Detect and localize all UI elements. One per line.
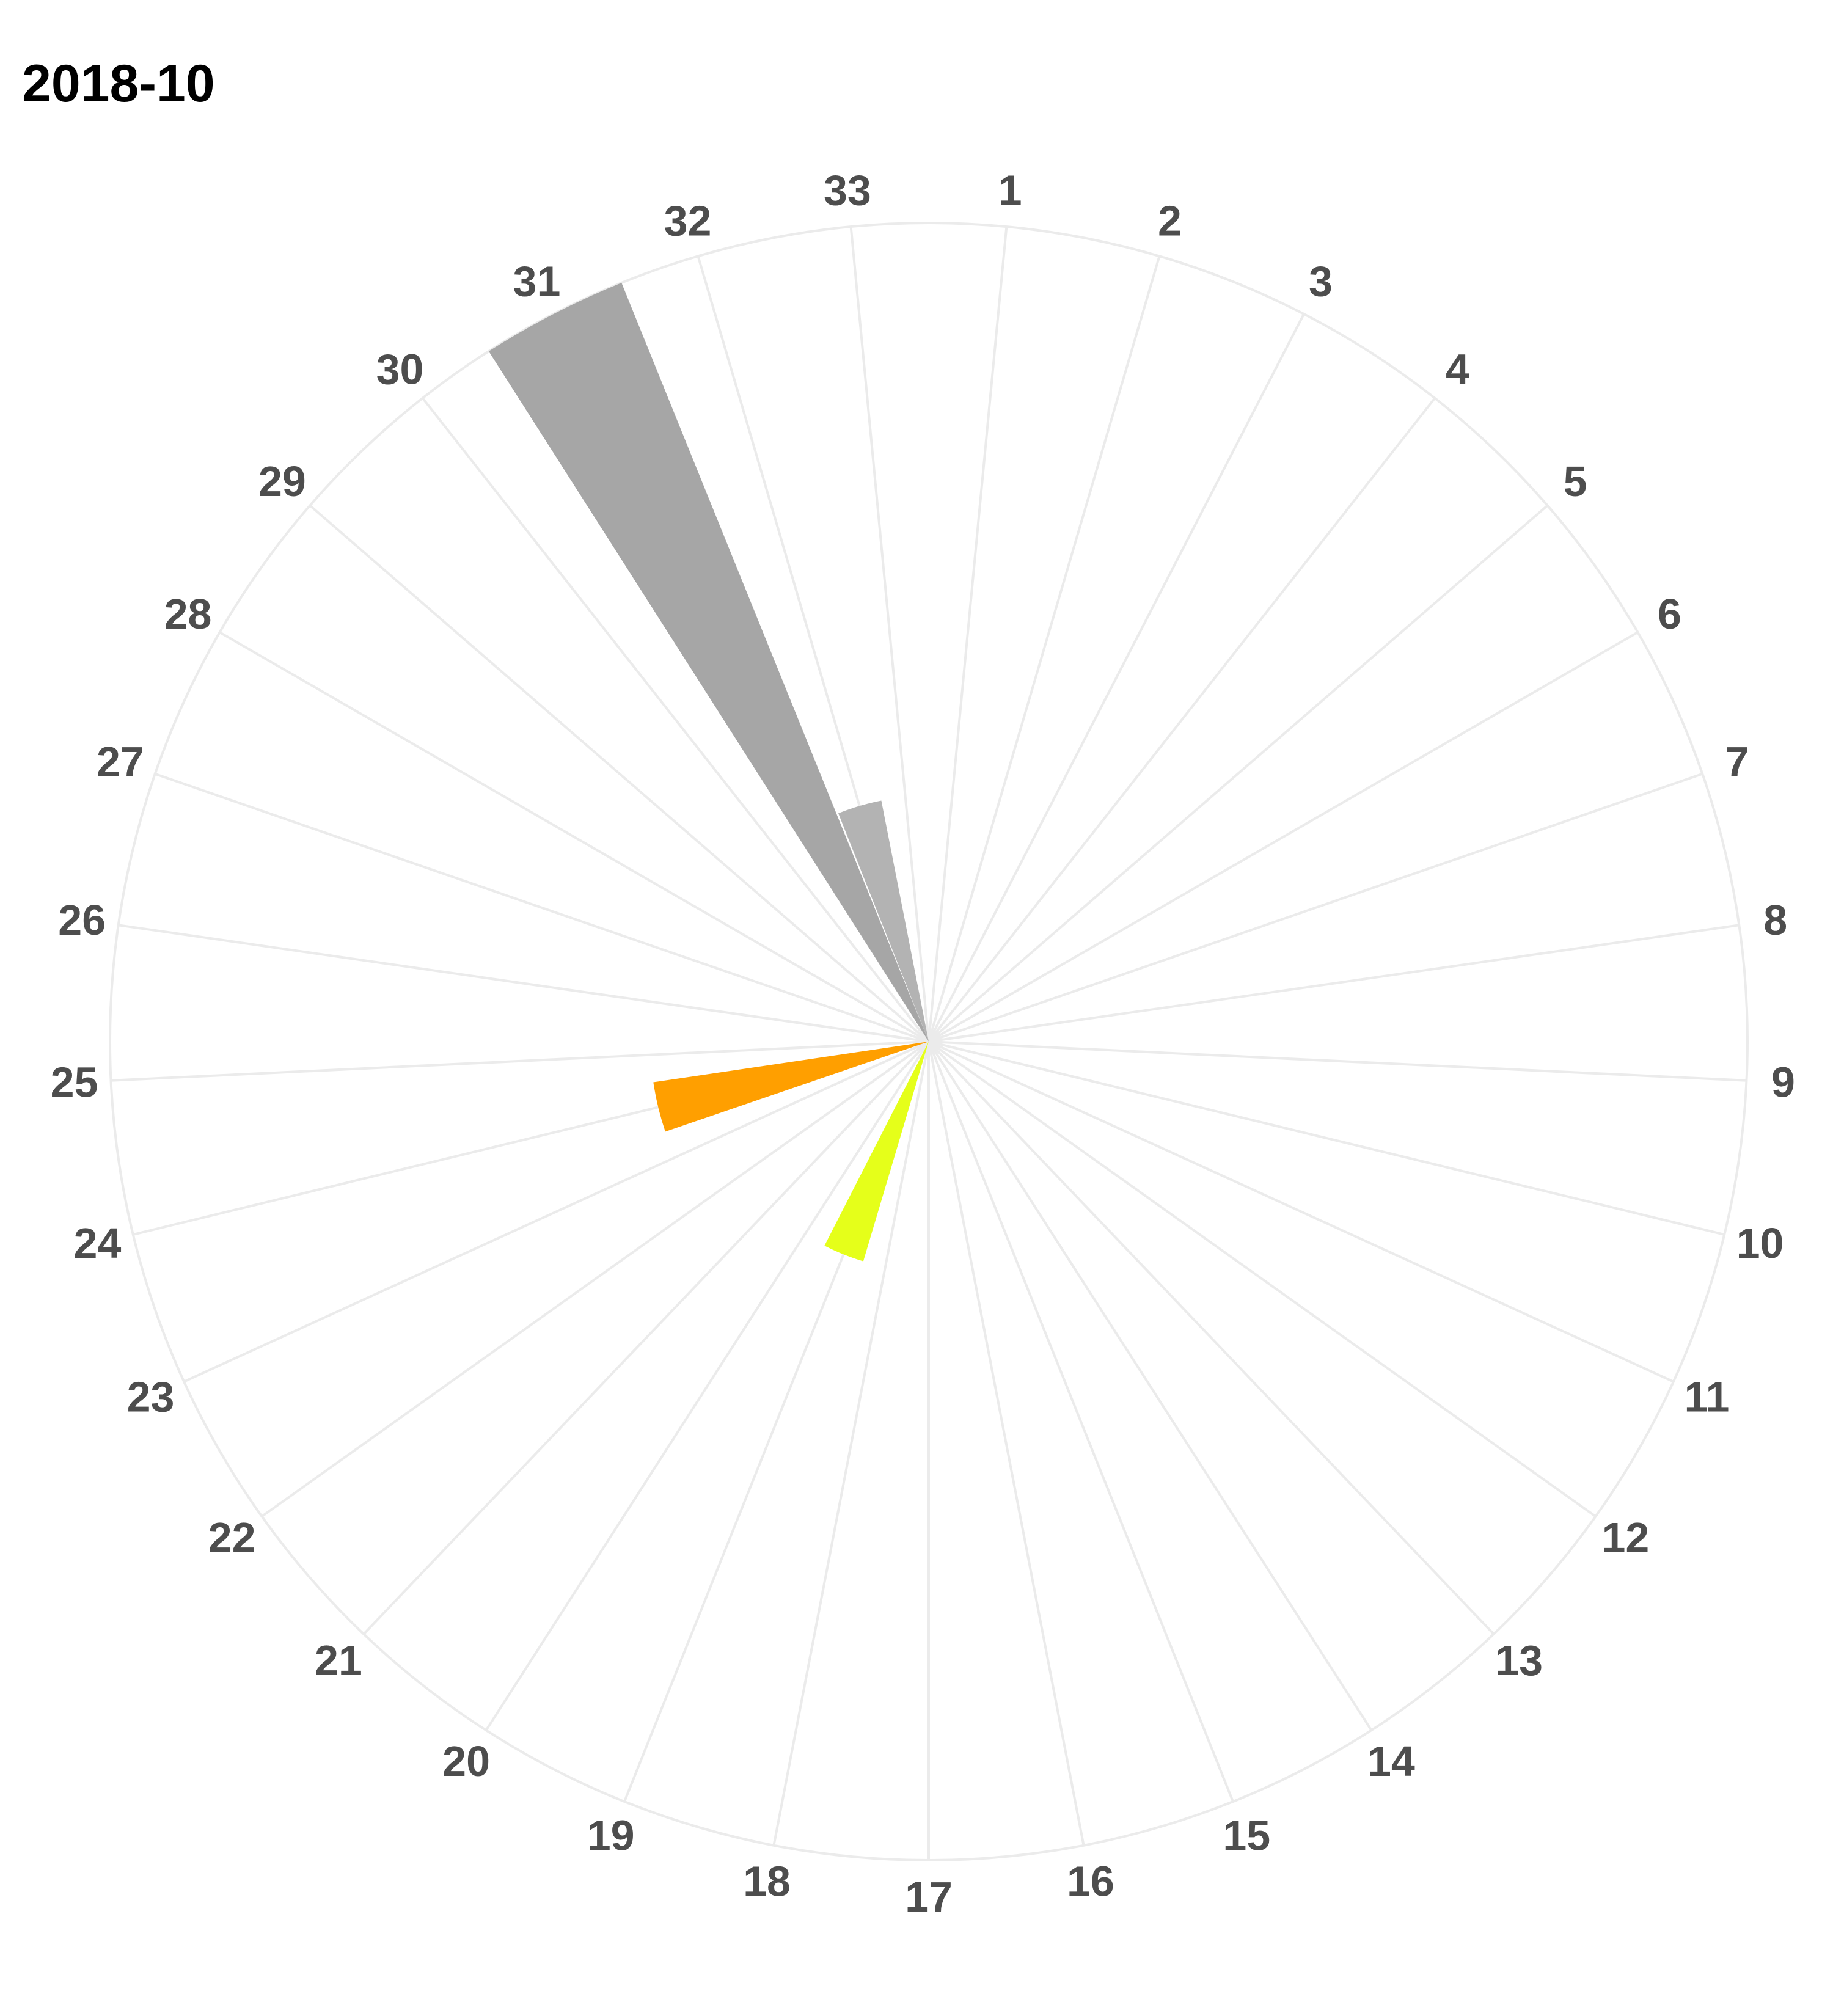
tick-label-15: 15 [1223,1812,1270,1860]
tick-label-11: 11 [1684,1373,1729,1421]
grid-spoke-14 [927,1040,1373,1731]
tick-label-25: 25 [51,1059,98,1106]
tick-label-21: 21 [315,1637,362,1684]
grid-spoke-30 [422,397,930,1043]
tick-label-4: 4 [1446,346,1469,393]
tick-label-20: 20 [442,1737,490,1785]
tick-label-8: 8 [1763,896,1787,944]
tick-label-14: 14 [1367,1737,1415,1785]
grid-spoke-23 [183,1040,929,1383]
tick-label-27: 27 [97,738,144,786]
grid-spoke-16 [927,1041,1085,1846]
grid-spoke-22 [261,1040,930,1517]
tick-label-3: 3 [1309,258,1333,305]
grid-spoke-6 [928,631,1639,1043]
grid-spoke-27 [155,772,929,1043]
grid-spoke-8 [928,924,1740,1043]
tick-label-28: 28 [164,590,212,638]
grid-spoke-28 [219,631,930,1043]
tick-label-12: 12 [1601,1514,1649,1561]
tick-label-2: 2 [1158,197,1182,245]
tick-label-layer: 1234567891011121314151617181920212223242… [51,166,1795,1921]
tick-label-9: 9 [1771,1059,1795,1106]
chart-title: 2018-10 [22,54,215,113]
tick-label-33: 33 [824,166,871,214]
tick-label-6: 6 [1658,590,1681,638]
grid-spoke-3 [927,313,1305,1042]
bar-19 [824,1042,929,1262]
grid-spoke-11 [928,1040,1674,1383]
tick-label-10: 10 [1736,1219,1784,1267]
grid-spoke-4 [927,397,1436,1043]
tick-label-26: 26 [58,896,106,944]
tick-label-32: 32 [664,197,712,245]
grid-spoke-15 [927,1041,1234,1802]
tick-label-17: 17 [905,1873,953,1921]
tick-label-18: 18 [743,1858,791,1905]
grid-spoke-9 [928,1040,1747,1082]
tick-label-31: 31 [513,258,561,305]
grid-spoke-10 [928,1040,1725,1236]
grid-spoke-18 [772,1041,930,1846]
tick-label-30: 30 [376,346,424,393]
grid-spoke-5 [927,504,1549,1043]
tick-label-19: 19 [587,1812,635,1860]
tick-label-29: 29 [258,458,306,505]
tick-label-13: 13 [1495,1637,1543,1684]
grid-spoke-13 [927,1040,1495,1635]
tick-label-1: 1 [998,166,1022,214]
tick-label-24: 24 [74,1219,122,1267]
grid-spoke-20 [485,1040,930,1731]
grid-spoke-2 [927,255,1161,1042]
bar-31 [488,282,929,1042]
grid-spoke-26 [118,924,929,1043]
tick-label-16: 16 [1067,1858,1114,1905]
grid-layer [109,222,1749,1861]
bar-layer [488,282,929,1262]
tick-label-7: 7 [1725,738,1749,786]
grid-spoke-29 [309,504,930,1043]
grid-spoke-7 [928,772,1703,1043]
grid-spoke-33 [849,226,930,1042]
bar-32 [838,800,929,1042]
tick-label-23: 23 [127,1373,175,1421]
grid-spoke-12 [927,1040,1597,1517]
bar-24 [653,1042,929,1132]
grid-spoke-21 [362,1040,930,1635]
grid-spoke-25 [111,1040,929,1082]
tick-label-22: 22 [208,1514,256,1561]
grid-spoke-1 [927,226,1008,1042]
tick-label-5: 5 [1564,458,1587,505]
